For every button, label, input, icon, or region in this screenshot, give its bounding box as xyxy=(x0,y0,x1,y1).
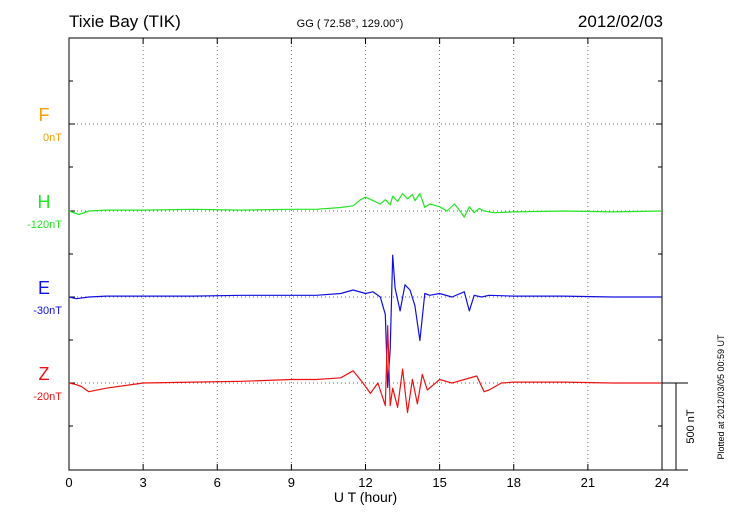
date-label: 2012/02/03 xyxy=(578,12,663,31)
station-title: Tixie Bay (TIK) xyxy=(69,12,181,31)
series-offset-E: -30nT xyxy=(33,305,62,317)
x-tick-label: 15 xyxy=(432,475,446,490)
series-lines xyxy=(68,193,663,414)
series-name-E: E xyxy=(38,278,50,298)
x-tick-label: 21 xyxy=(581,475,595,490)
x-tick-label: 24 xyxy=(655,475,669,490)
series-name-H: H xyxy=(38,192,51,212)
series-labels: F 0nT H -120nT E -30nT Z -20nT xyxy=(27,105,62,403)
x-tick-label: 0 xyxy=(65,475,72,490)
series-offset-Z: -20nT xyxy=(33,391,62,403)
x-axis-label: U T (hour) xyxy=(334,489,397,505)
x-tick-label: 6 xyxy=(214,475,221,490)
coordinates-label: GG ( 72.58°, 129.00°) xyxy=(297,18,404,30)
x-axis-ticks: 0 3 6 9 12 15 18 21 24 xyxy=(65,38,669,490)
x-tick-label: 12 xyxy=(358,475,372,490)
series-offset-F: 0nT xyxy=(43,132,62,144)
scale-bar: 500 nT xyxy=(662,382,697,471)
x-tick-label: 9 xyxy=(288,475,295,490)
x-tick-label: 18 xyxy=(507,475,521,490)
plotted-timestamp: Plotted at 2012/03/05 00:59 UT xyxy=(716,334,726,460)
series-line-Z xyxy=(68,325,662,414)
x-tick-label: 3 xyxy=(140,475,147,490)
series-line-H xyxy=(68,193,663,218)
series-line-E xyxy=(68,254,662,389)
series-name-F: F xyxy=(39,105,50,125)
series-name-Z: Z xyxy=(39,364,50,384)
series-offset-H: -120nT xyxy=(27,219,62,231)
grid xyxy=(142,38,589,470)
scale-bar-label: 500 nT xyxy=(685,409,697,444)
